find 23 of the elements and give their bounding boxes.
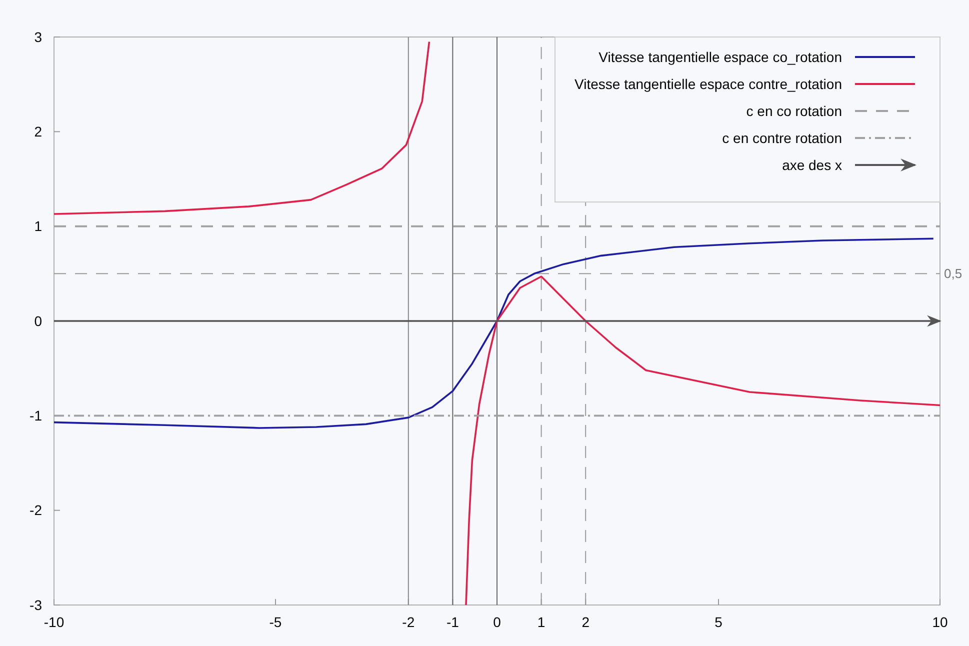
y-tick-label: 1 — [34, 218, 42, 234]
y-tick-label: 3 — [34, 28, 42, 45]
x-tick-label: 5 — [714, 614, 723, 630]
legend-label: c en contre rotation — [722, 130, 842, 146]
x-tick-label: -10 — [44, 614, 64, 630]
ref-line-label: 0,5 — [944, 266, 962, 282]
line-series — [53, 238, 934, 429]
x-tick-label: -1 — [446, 614, 460, 630]
legend-label: Vitesse tangentielle espace co_rotation — [598, 48, 842, 65]
y-tick-label: -1 — [30, 408, 42, 424]
x-tick-label: 2 — [582, 614, 590, 630]
x-tick-label: -2 — [402, 614, 415, 630]
legend-label: c en co rotation — [746, 102, 842, 119]
legend-label: Vitesse tangentielle espace contre_rotation — [574, 76, 842, 92]
y-tick-label: -2 — [30, 502, 42, 518]
x-tick-label: 10 — [932, 614, 948, 630]
y-tick-label: -3 — [30, 596, 42, 613]
legend-label: axe des x — [782, 156, 842, 173]
y-tick-label: 0 — [34, 312, 42, 329]
x-tick-label: 0 — [493, 614, 502, 630]
x-tick-label: -5 — [269, 614, 282, 630]
x-tick-label: 1 — [537, 614, 546, 630]
y-tick-label: 2 — [34, 124, 42, 140]
